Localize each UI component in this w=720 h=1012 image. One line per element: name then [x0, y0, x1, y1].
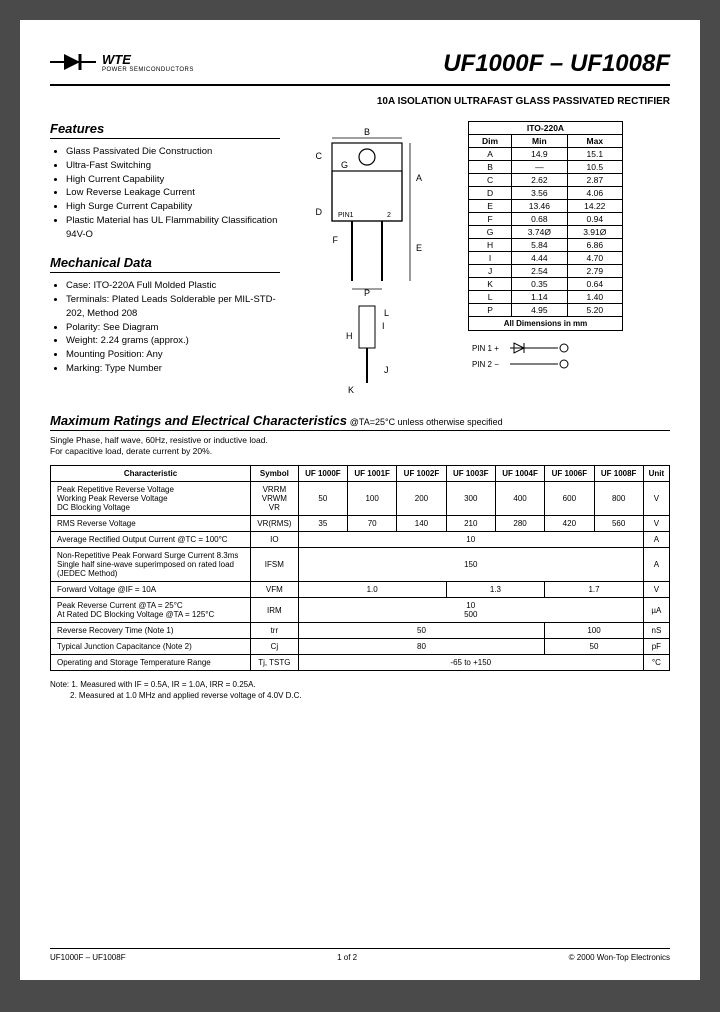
footer-center: 1 of 2	[337, 953, 357, 962]
mechanical-item: Weight: 2.24 grams (approx.)	[66, 334, 280, 348]
svg-text:C: C	[316, 151, 323, 161]
dim-row: I4.444.70	[469, 252, 623, 265]
pin1-label: PIN 1 +	[472, 344, 499, 353]
dim-row: F0.680.94	[469, 213, 623, 226]
svg-text:P: P	[364, 288, 370, 298]
svg-text:H: H	[346, 331, 353, 341]
logo-text: WTE	[102, 52, 194, 67]
part-number-title: UF1000F – UF1008F	[443, 50, 670, 78]
footer-left: UF1000F – UF1008F	[50, 953, 126, 962]
features-heading: Features	[50, 121, 280, 139]
mechanical-item: Polarity: See Diagram	[66, 321, 280, 335]
dim-row: H5.846.86	[469, 239, 623, 252]
dim-row: L1.141.40	[469, 291, 623, 304]
mechanical-item: Mounting Position: Any	[66, 348, 280, 362]
mechanical-item: Terminals: Plated Leads Solderable per M…	[66, 293, 280, 321]
package-diagram: B C G A D F E P PIN1 2 L H J K	[294, 121, 454, 403]
mechanical-item: Marking: Type Number	[66, 362, 280, 376]
dimension-table: ITO-220A DimMinMax A14.915.1B—10.5C2.622…	[468, 121, 623, 317]
svg-text:E: E	[416, 243, 422, 253]
spec-row: Average Rectified Output Current @TC = 1…	[51, 532, 670, 548]
svg-text:J: J	[384, 365, 389, 375]
upper-content: Features Glass Passivated Die Constructi…	[50, 121, 670, 403]
company-logo: WTE POWER SEMICONDUCTORS	[50, 50, 194, 74]
mechanical-list: Case: ITO-220A Full Molded PlasticTermin…	[50, 279, 280, 375]
dimension-table-block: ITO-220A DimMinMax A14.915.1B—10.5C2.622…	[468, 121, 623, 403]
svg-text:K: K	[348, 385, 354, 395]
dim-row: K0.350.64	[469, 278, 623, 291]
datasheet-page: WTE POWER SEMICONDUCTORS UF1000F – UF100…	[20, 20, 700, 980]
spec-row: Peak Repetitive Reverse Voltage Working …	[51, 482, 670, 516]
spec-table: CharacteristicSymbolUF 1000FUF 1001FUF 1…	[50, 465, 670, 671]
footer-right: © 2000 Won-Top Electronics	[569, 953, 670, 962]
spec-row: Operating and Storage Temperature RangeT…	[51, 655, 670, 671]
notes: Note: 1. Measured with IF = 0.5A, IR = 1…	[50, 679, 670, 701]
svg-text:D: D	[316, 207, 323, 217]
spec-row: Peak Reverse Current @TA = 25°C At Rated…	[51, 598, 670, 623]
mechanical-heading: Mechanical Data	[50, 255, 280, 273]
svg-text:PIN1: PIN1	[338, 212, 354, 219]
spec-row: Reverse Recovery Time (Note 1)trr50100nS	[51, 623, 670, 639]
dim-row: C2.622.87	[469, 174, 623, 187]
feature-item: High Surge Current Capability	[66, 200, 280, 214]
header: WTE POWER SEMICONDUCTORS UF1000F – UF100…	[50, 50, 670, 78]
svg-text:L: L	[384, 308, 389, 318]
svg-text:F: F	[333, 235, 339, 245]
dim-row: P4.955.20	[469, 304, 623, 317]
feature-item: Ultra-Fast Switching	[66, 159, 280, 173]
feature-item: Low Reverse Leakage Current	[66, 186, 280, 200]
mechanical-item: Case: ITO-220A Full Molded Plastic	[66, 279, 280, 293]
spec-row: Forward Voltage @IF = 10AVFM1.01.31.7V	[51, 582, 670, 598]
svg-text:B: B	[364, 127, 370, 137]
max-ratings-heading: Maximum Ratings and Electrical Character…	[50, 413, 347, 428]
package-outline-icon: B C G A D F E P PIN1 2 L H J K	[294, 121, 454, 401]
dim-row: D3.564.06	[469, 187, 623, 200]
product-subtitle: 10A ISOLATION ULTRAFAST GLASS PASSIVATED…	[50, 96, 670, 107]
dim-row: A14.915.1	[469, 148, 623, 161]
spec-row: RMS Reverse VoltageVR(RMS)35701402102804…	[51, 516, 670, 532]
dim-row: E13.4614.22	[469, 200, 623, 213]
spec-row: Typical Junction Capacitance (Note 2)Cj8…	[51, 639, 670, 655]
feature-item: High Current Capability	[66, 173, 280, 187]
pin2-label: PIN 2 −	[472, 360, 499, 369]
svg-text:I: I	[382, 321, 385, 331]
max-ratings-sub: Single Phase, half wave, 60Hz, resistive…	[50, 435, 670, 457]
svg-text:A: A	[416, 173, 422, 183]
dim-row: J2.542.79	[469, 265, 623, 278]
dim-row: B—10.5	[469, 161, 623, 174]
logo-subtitle: POWER SEMICONDUCTORS	[102, 67, 194, 73]
dim-table-footer: All Dimensions in mm	[468, 317, 623, 331]
feature-item: Plastic Material has UL Flammability Cla…	[66, 214, 280, 242]
pin-diagram: PIN 1 + PIN 2 −	[468, 337, 623, 379]
dim-row: G3.74Ø3.91Ø	[469, 226, 623, 239]
spec-row: Non-Repetitive Peak Forward Surge Curren…	[51, 548, 670, 582]
max-ratings-section: Maximum Ratings and Electrical Character…	[50, 413, 670, 671]
feature-item: Glass Passivated Die Construction	[66, 145, 280, 159]
text-column: Features Glass Passivated Die Constructi…	[50, 121, 280, 403]
svg-text:2: 2	[387, 212, 391, 219]
diode-logo-icon	[50, 50, 96, 74]
features-list: Glass Passivated Die ConstructionUltra-F…	[50, 145, 280, 241]
page-footer: UF1000F – UF1008F 1 of 2 © 2000 Won-Top …	[50, 948, 670, 962]
dim-table-title: ITO-220A	[469, 122, 623, 135]
svg-text:G: G	[341, 160, 348, 170]
title-rule	[50, 84, 670, 86]
max-ratings-condition: @TA=25°C unless otherwise specified	[350, 417, 503, 427]
